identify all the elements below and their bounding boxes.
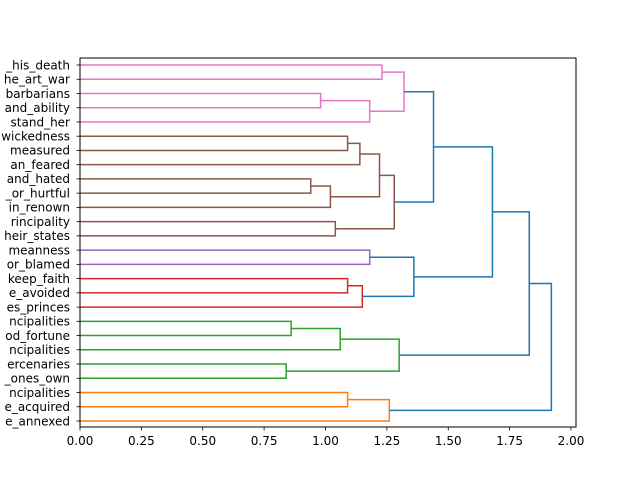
dendrogram-link [389,282,553,412]
dendrogram-link [80,277,349,294]
x-tick-label: 0.50 [189,434,216,448]
dendrogram-link [286,338,400,372]
leaf-label: barbarians [6,87,70,101]
leaf-label: heir_states [4,229,70,243]
x-axis-ticks: 0.00 0.25 0.50 0.75 1.00 1.25 1.50 1.75 2.00 [67,427,585,448]
y-axis-leaf-labels: _his_deathhe_art_warbarbariansand_abilit… [1,58,80,428]
dendrogram-link [399,211,531,356]
x-tick-label: 0.00 [67,434,94,448]
dendrogram-link [80,320,292,337]
leaf-label: keep_faith [8,272,70,286]
dendrogram-link [80,249,371,266]
axes-frame [79,57,577,428]
dendrogram-link [80,99,371,123]
leaf-label: in_renown [9,201,70,215]
leaf-label: _his_death [5,58,70,72]
leaf-label: and_ability [5,101,70,115]
x-tick-label: 1.75 [496,434,523,448]
dendrogram-link [369,71,405,113]
dendrogram-link [80,185,332,209]
dendrogram-link [80,284,364,308]
leaf-label: _or_hurtful [5,186,70,200]
x-tick-label: 1.00 [312,434,339,448]
leaf-label: e_annexed [5,414,70,428]
dendrogram-link [80,64,383,80]
leaf-label: wickedness [1,130,70,144]
leaf-label: od_fortune [5,329,70,343]
dendrogram-link [413,146,494,278]
x-tick-label: 1.25 [374,434,401,448]
leaf-label: stand_her [11,115,71,129]
leaf-label: _ones_own [4,372,70,386]
leaf-label: ercenaries [7,357,70,371]
leaf-label: measured [10,144,70,158]
dendrogram-link [80,327,341,351]
dendrogram-link [80,142,361,166]
leaf-label: ncipalities [9,386,70,400]
x-tick-label: 2.00 [558,434,585,448]
x-tick-label: 0.25 [128,434,155,448]
dendrogram-link [394,90,435,203]
leaf-label: ncipalities [9,315,70,329]
dendrogram-link [80,135,349,152]
x-tick-label: 1.50 [435,434,462,448]
leaf-label: e_acquired [4,400,70,414]
dendrogram-link [80,92,322,109]
leaf-label: e_avoided [9,286,70,300]
dendrogram-link [80,220,337,237]
leaf-label: he_art_war [4,73,70,87]
leaf-label: or_blamed [7,258,70,272]
dendrogram-link [330,153,381,198]
x-tick-label: 0.75 [251,434,278,448]
leaf-label: ncipalities [9,343,70,357]
dendrogram-link [80,391,349,408]
dendrogram-link [80,363,287,380]
dendrogram-link [80,178,312,194]
leaf-label: es_princes [7,300,70,314]
leaf-label: and_hated [7,172,70,186]
dendrogram-link [80,398,391,422]
dendrogram-links [80,64,553,422]
dendrogram-link [335,174,395,230]
leaf-label: an_feared [10,158,70,172]
leaf-label: rincipality [11,215,70,229]
leaf-label: meanness [8,243,70,257]
